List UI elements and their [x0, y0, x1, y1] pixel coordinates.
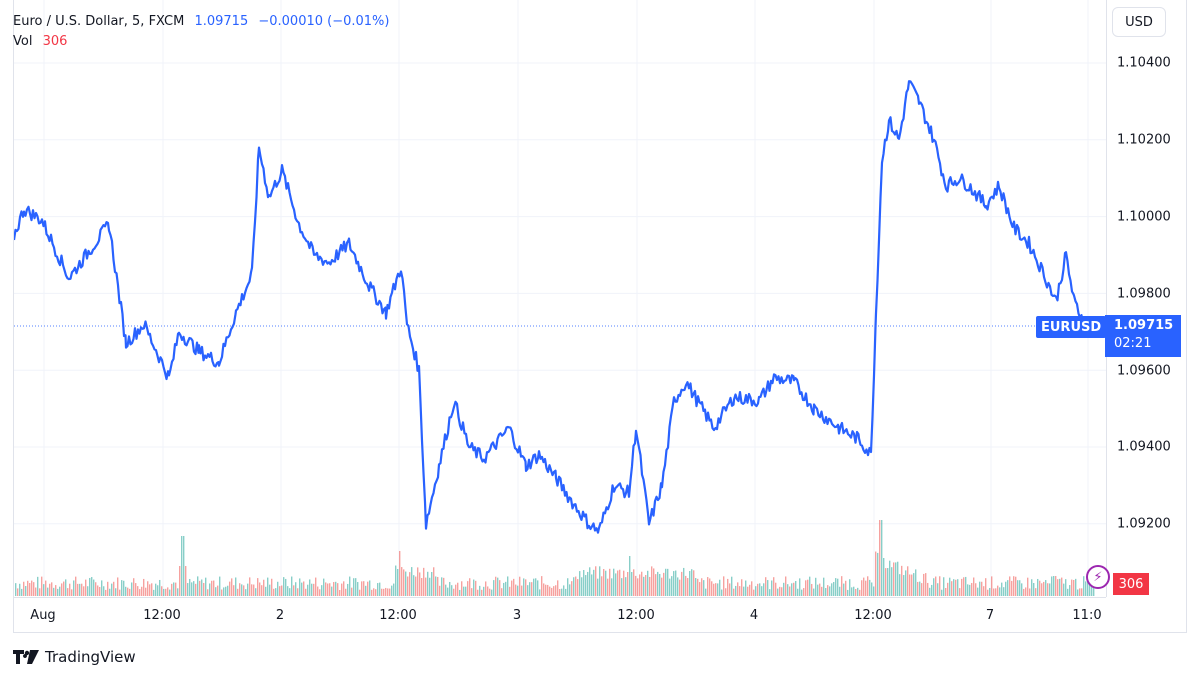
volume-badge: 306	[1113, 573, 1149, 595]
time-tick: 7	[985, 608, 995, 623]
time-axis[interactable]	[14, 597, 1106, 633]
time-tick: 2	[275, 608, 285, 623]
legend-volume-row: Vol 306	[13, 32, 389, 52]
price-tick: 1.10200	[1117, 132, 1171, 148]
chart-legend: Euro / U.S. Dollar, 5, FXCM 1.09715 −0.0…	[13, 12, 389, 52]
symbol-price-label: EURUSD	[1036, 316, 1107, 338]
time-tick: 3	[512, 608, 522, 623]
currency-button[interactable]: USD	[1112, 7, 1166, 37]
price-line-chart	[14, 0, 1106, 597]
price-tick: 1.09600	[1117, 363, 1171, 379]
price-tick: 1.09400	[1117, 439, 1171, 455]
volume-label[interactable]: Vol	[13, 34, 33, 49]
time-tick: 11:0	[1072, 608, 1102, 623]
price-plot[interactable]	[14, 0, 1106, 597]
price-tick: 1.09800	[1117, 286, 1171, 302]
price-tick: 1.10000	[1117, 209, 1171, 225]
time-tick: 12:00	[143, 608, 181, 623]
price-tick: 1.10400	[1117, 55, 1171, 71]
current-price-label: 1.09715 02:21	[1105, 315, 1181, 357]
price-axis[interactable]	[1106, 0, 1189, 597]
time-tick: 12:00	[854, 608, 892, 623]
chart-frame	[13, 0, 1187, 633]
price-change: −0.00010 (−0.01%)	[258, 14, 390, 29]
time-tick: 4	[749, 608, 759, 623]
time-tick: Aug	[30, 608, 56, 623]
last-price: 1.09715	[194, 14, 249, 29]
lightning-icon[interactable]: ⚡	[1086, 565, 1110, 589]
time-tick: 12:00	[379, 608, 417, 623]
symbol-title[interactable]: Euro / U.S. Dollar, 5, FXCM	[13, 14, 185, 29]
tradingview-logo-icon	[13, 650, 39, 664]
legend-symbol-row: Euro / U.S. Dollar, 5, FXCM 1.09715 −0.0…	[13, 12, 389, 32]
brand-name: TradingView	[45, 648, 136, 666]
current-price-value: 1.09715	[1114, 318, 1174, 333]
time-tick: 12:00	[617, 608, 655, 623]
tradingview-logo[interactable]: TradingView	[13, 648, 136, 666]
price-tick: 1.09200	[1117, 516, 1171, 532]
bar-countdown: 02:21	[1114, 336, 1152, 351]
volume-value: 306	[42, 34, 68, 49]
